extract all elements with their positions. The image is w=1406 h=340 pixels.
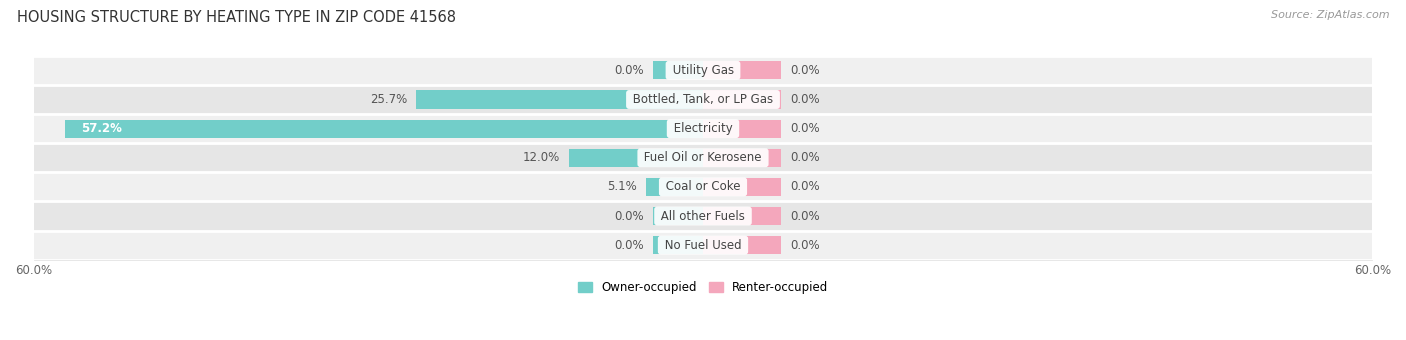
Text: 0.0%: 0.0%	[790, 181, 820, 193]
Text: All other Fuels: All other Fuels	[657, 209, 749, 222]
Text: Coal or Coke: Coal or Coke	[662, 181, 744, 193]
Bar	[703, 149, 782, 167]
Text: Utility Gas: Utility Gas	[669, 64, 737, 77]
Text: No Fuel Used: No Fuel Used	[661, 239, 745, 252]
Text: 0.0%: 0.0%	[790, 209, 820, 222]
Bar	[34, 56, 1372, 85]
Text: Source: ZipAtlas.com: Source: ZipAtlas.com	[1271, 10, 1389, 20]
Text: 0.0%: 0.0%	[790, 122, 820, 135]
Text: 25.7%: 25.7%	[370, 93, 408, 106]
Bar	[703, 90, 782, 108]
Bar	[647, 178, 703, 196]
Bar	[569, 149, 703, 167]
Text: HOUSING STRUCTURE BY HEATING TYPE IN ZIP CODE 41568: HOUSING STRUCTURE BY HEATING TYPE IN ZIP…	[17, 10, 456, 25]
Text: 5.1%: 5.1%	[607, 181, 637, 193]
Text: 0.0%: 0.0%	[790, 64, 820, 77]
Text: 0.0%: 0.0%	[790, 93, 820, 106]
Bar	[34, 201, 1372, 231]
Bar	[703, 236, 782, 254]
Text: Bottled, Tank, or LP Gas: Bottled, Tank, or LP Gas	[628, 93, 778, 106]
Bar	[34, 172, 1372, 201]
Text: 0.0%: 0.0%	[614, 209, 644, 222]
Bar	[652, 207, 703, 225]
Bar	[652, 236, 703, 254]
Bar	[703, 207, 782, 225]
Text: 57.2%: 57.2%	[82, 122, 122, 135]
Bar	[65, 120, 703, 138]
Bar	[703, 178, 782, 196]
Text: 0.0%: 0.0%	[790, 151, 820, 164]
Bar	[652, 61, 703, 80]
Text: 0.0%: 0.0%	[790, 239, 820, 252]
Legend: Owner-occupied, Renter-occupied: Owner-occupied, Renter-occupied	[572, 276, 834, 299]
Bar	[703, 61, 782, 80]
Bar	[34, 143, 1372, 172]
Text: Electricity: Electricity	[669, 122, 737, 135]
Text: 12.0%: 12.0%	[523, 151, 560, 164]
Bar	[416, 90, 703, 108]
Text: 0.0%: 0.0%	[614, 64, 644, 77]
Bar	[34, 85, 1372, 114]
Bar	[703, 120, 782, 138]
Text: 0.0%: 0.0%	[614, 239, 644, 252]
Text: Fuel Oil or Kerosene: Fuel Oil or Kerosene	[640, 151, 766, 164]
Bar	[34, 231, 1372, 260]
Bar	[34, 114, 1372, 143]
